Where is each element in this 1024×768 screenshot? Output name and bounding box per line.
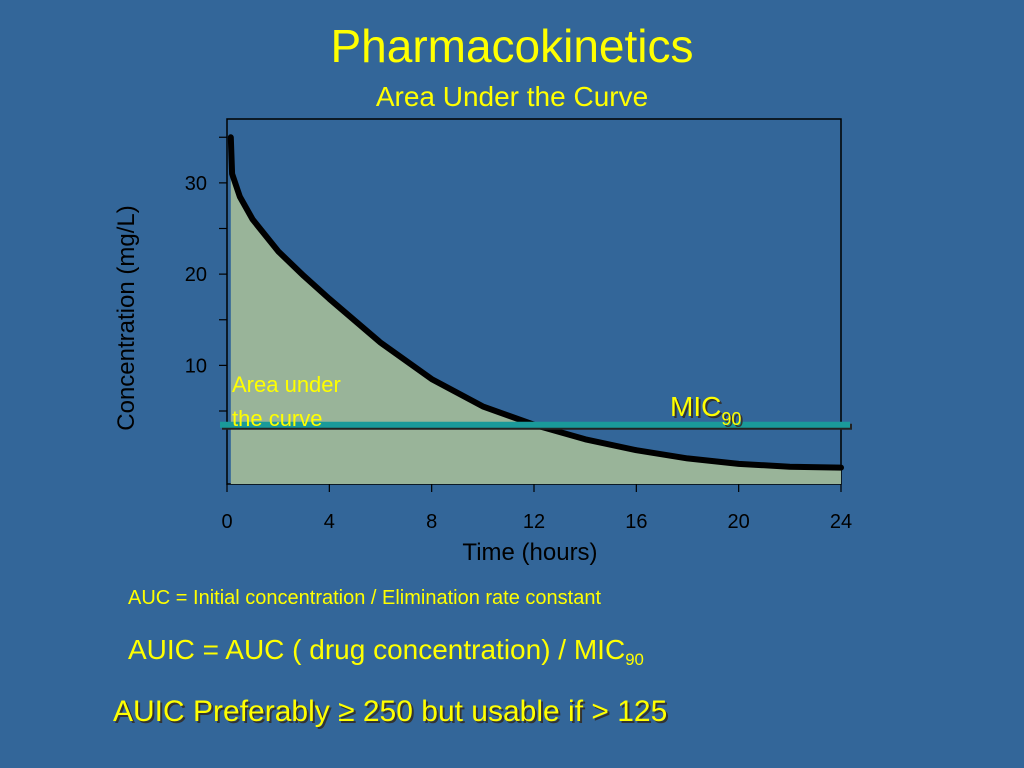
area-annotation-line: Area under bbox=[232, 372, 341, 397]
auic-formula: AUIC = AUC ( drug concentration) / MIC90 bbox=[128, 634, 644, 669]
auc-formula: AUC = Initial concentration / Eliminatio… bbox=[128, 587, 602, 609]
x-tick-label: 8 bbox=[426, 511, 437, 533]
x-tick-label: 12 bbox=[523, 511, 545, 533]
x-tick-label: 0 bbox=[221, 511, 232, 533]
auc-area bbox=[230, 137, 842, 485]
auic-formula-text: AUIC = AUC ( drug concentration) / MIC bbox=[128, 634, 626, 665]
y-tick-label: 30 bbox=[185, 173, 207, 195]
slide-subtitle: Area Under the Curve bbox=[375, 81, 649, 112]
area-annotation: Area under the curve bbox=[232, 372, 341, 431]
y-tick-label: 10 bbox=[185, 355, 207, 377]
y-axis-label: Concentration (mg/L) bbox=[113, 205, 140, 431]
auic-threshold-note: AUIC Preferably ≥ 250 but usable if > 12… bbox=[113, 695, 668, 728]
x-tick-label: 4 bbox=[324, 511, 335, 533]
auic-formula-subscript: 90 bbox=[625, 649, 644, 669]
x-tick-label: 24 bbox=[830, 511, 852, 533]
y-tick-label: 20 bbox=[185, 264, 207, 286]
x-tick-label: 20 bbox=[728, 511, 750, 533]
concentration-curve bbox=[227, 134, 844, 471]
mic-label-text: MIC bbox=[670, 391, 721, 422]
slide-title: Pharmacokinetics bbox=[330, 20, 694, 72]
mic-label: MIC90 bbox=[670, 391, 741, 429]
mic-label-subscript: 90 bbox=[721, 409, 741, 429]
area-annotation-line: the curve bbox=[232, 406, 323, 431]
x-tick-label: 16 bbox=[625, 511, 647, 533]
x-axis-label: Time (hours) bbox=[462, 539, 598, 566]
